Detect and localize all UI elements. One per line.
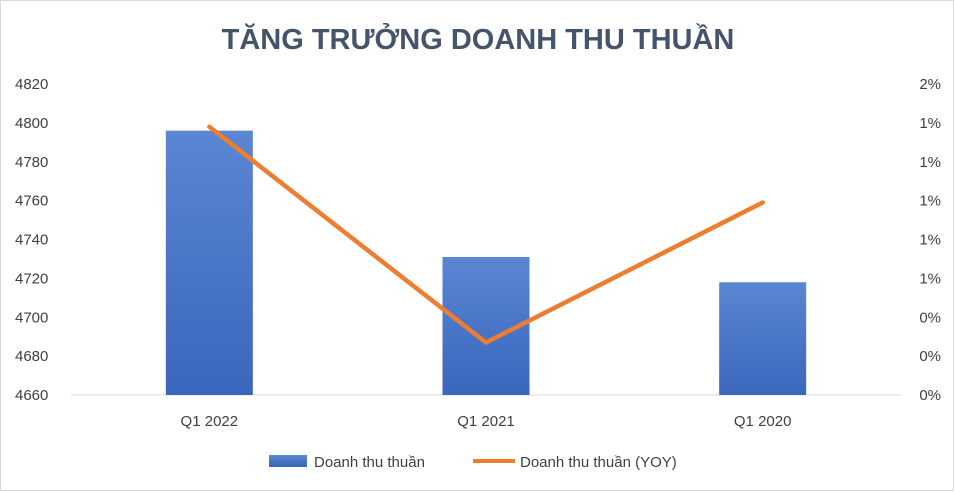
legend-swatch-bar	[269, 455, 307, 467]
category-label: Q1 2021	[457, 413, 515, 430]
right-tick-label: 2%	[919, 76, 941, 93]
legend-label-line: Doanh thu thuần (YOY)	[520, 454, 677, 471]
right-tick-label: 0%	[919, 309, 941, 326]
left-tick-label: 4800	[15, 115, 48, 132]
right-tick-label: 1%	[919, 193, 941, 210]
right-tick-label: 1%	[919, 270, 941, 287]
right-axis-ticks: 0% 0% 0% 1% 1% 1% 1% 1% 2%	[919, 76, 941, 404]
right-tick-label: 1%	[919, 115, 941, 132]
legend-label-bar: Doanh thu thuần	[314, 454, 425, 471]
left-tick-label: 4740	[15, 232, 48, 249]
category-label: Q1 2022	[181, 413, 239, 430]
left-tick-label: 4820	[15, 76, 48, 93]
category-labels: Q1 2022 Q1 2021 Q1 2020	[181, 413, 792, 430]
right-tick-label: 1%	[919, 154, 941, 171]
left-tick-label: 4780	[15, 154, 48, 171]
left-tick-label: 4760	[15, 193, 48, 210]
left-tick-label: 4680	[15, 348, 48, 365]
right-tick-label: 0%	[919, 387, 941, 404]
category-label: Q1 2020	[734, 413, 792, 430]
bar	[719, 282, 806, 395]
legend: Doanh thu thuần Doanh thu thuần (YOY)	[269, 454, 677, 471]
left-axis-ticks: 4660 4680 4700 4720 4740 4760 4780 4800 4820	[15, 76, 48, 404]
left-tick-label: 4700	[15, 309, 48, 326]
left-tick-label: 4660	[15, 387, 48, 404]
chart-title: TĂNG TRƯỞNG DOANH THU THUẦN	[222, 22, 735, 56]
bar	[166, 131, 253, 395]
right-tick-label: 1%	[919, 232, 941, 249]
right-tick-label: 0%	[919, 348, 941, 365]
left-tick-label: 4720	[15, 270, 48, 287]
